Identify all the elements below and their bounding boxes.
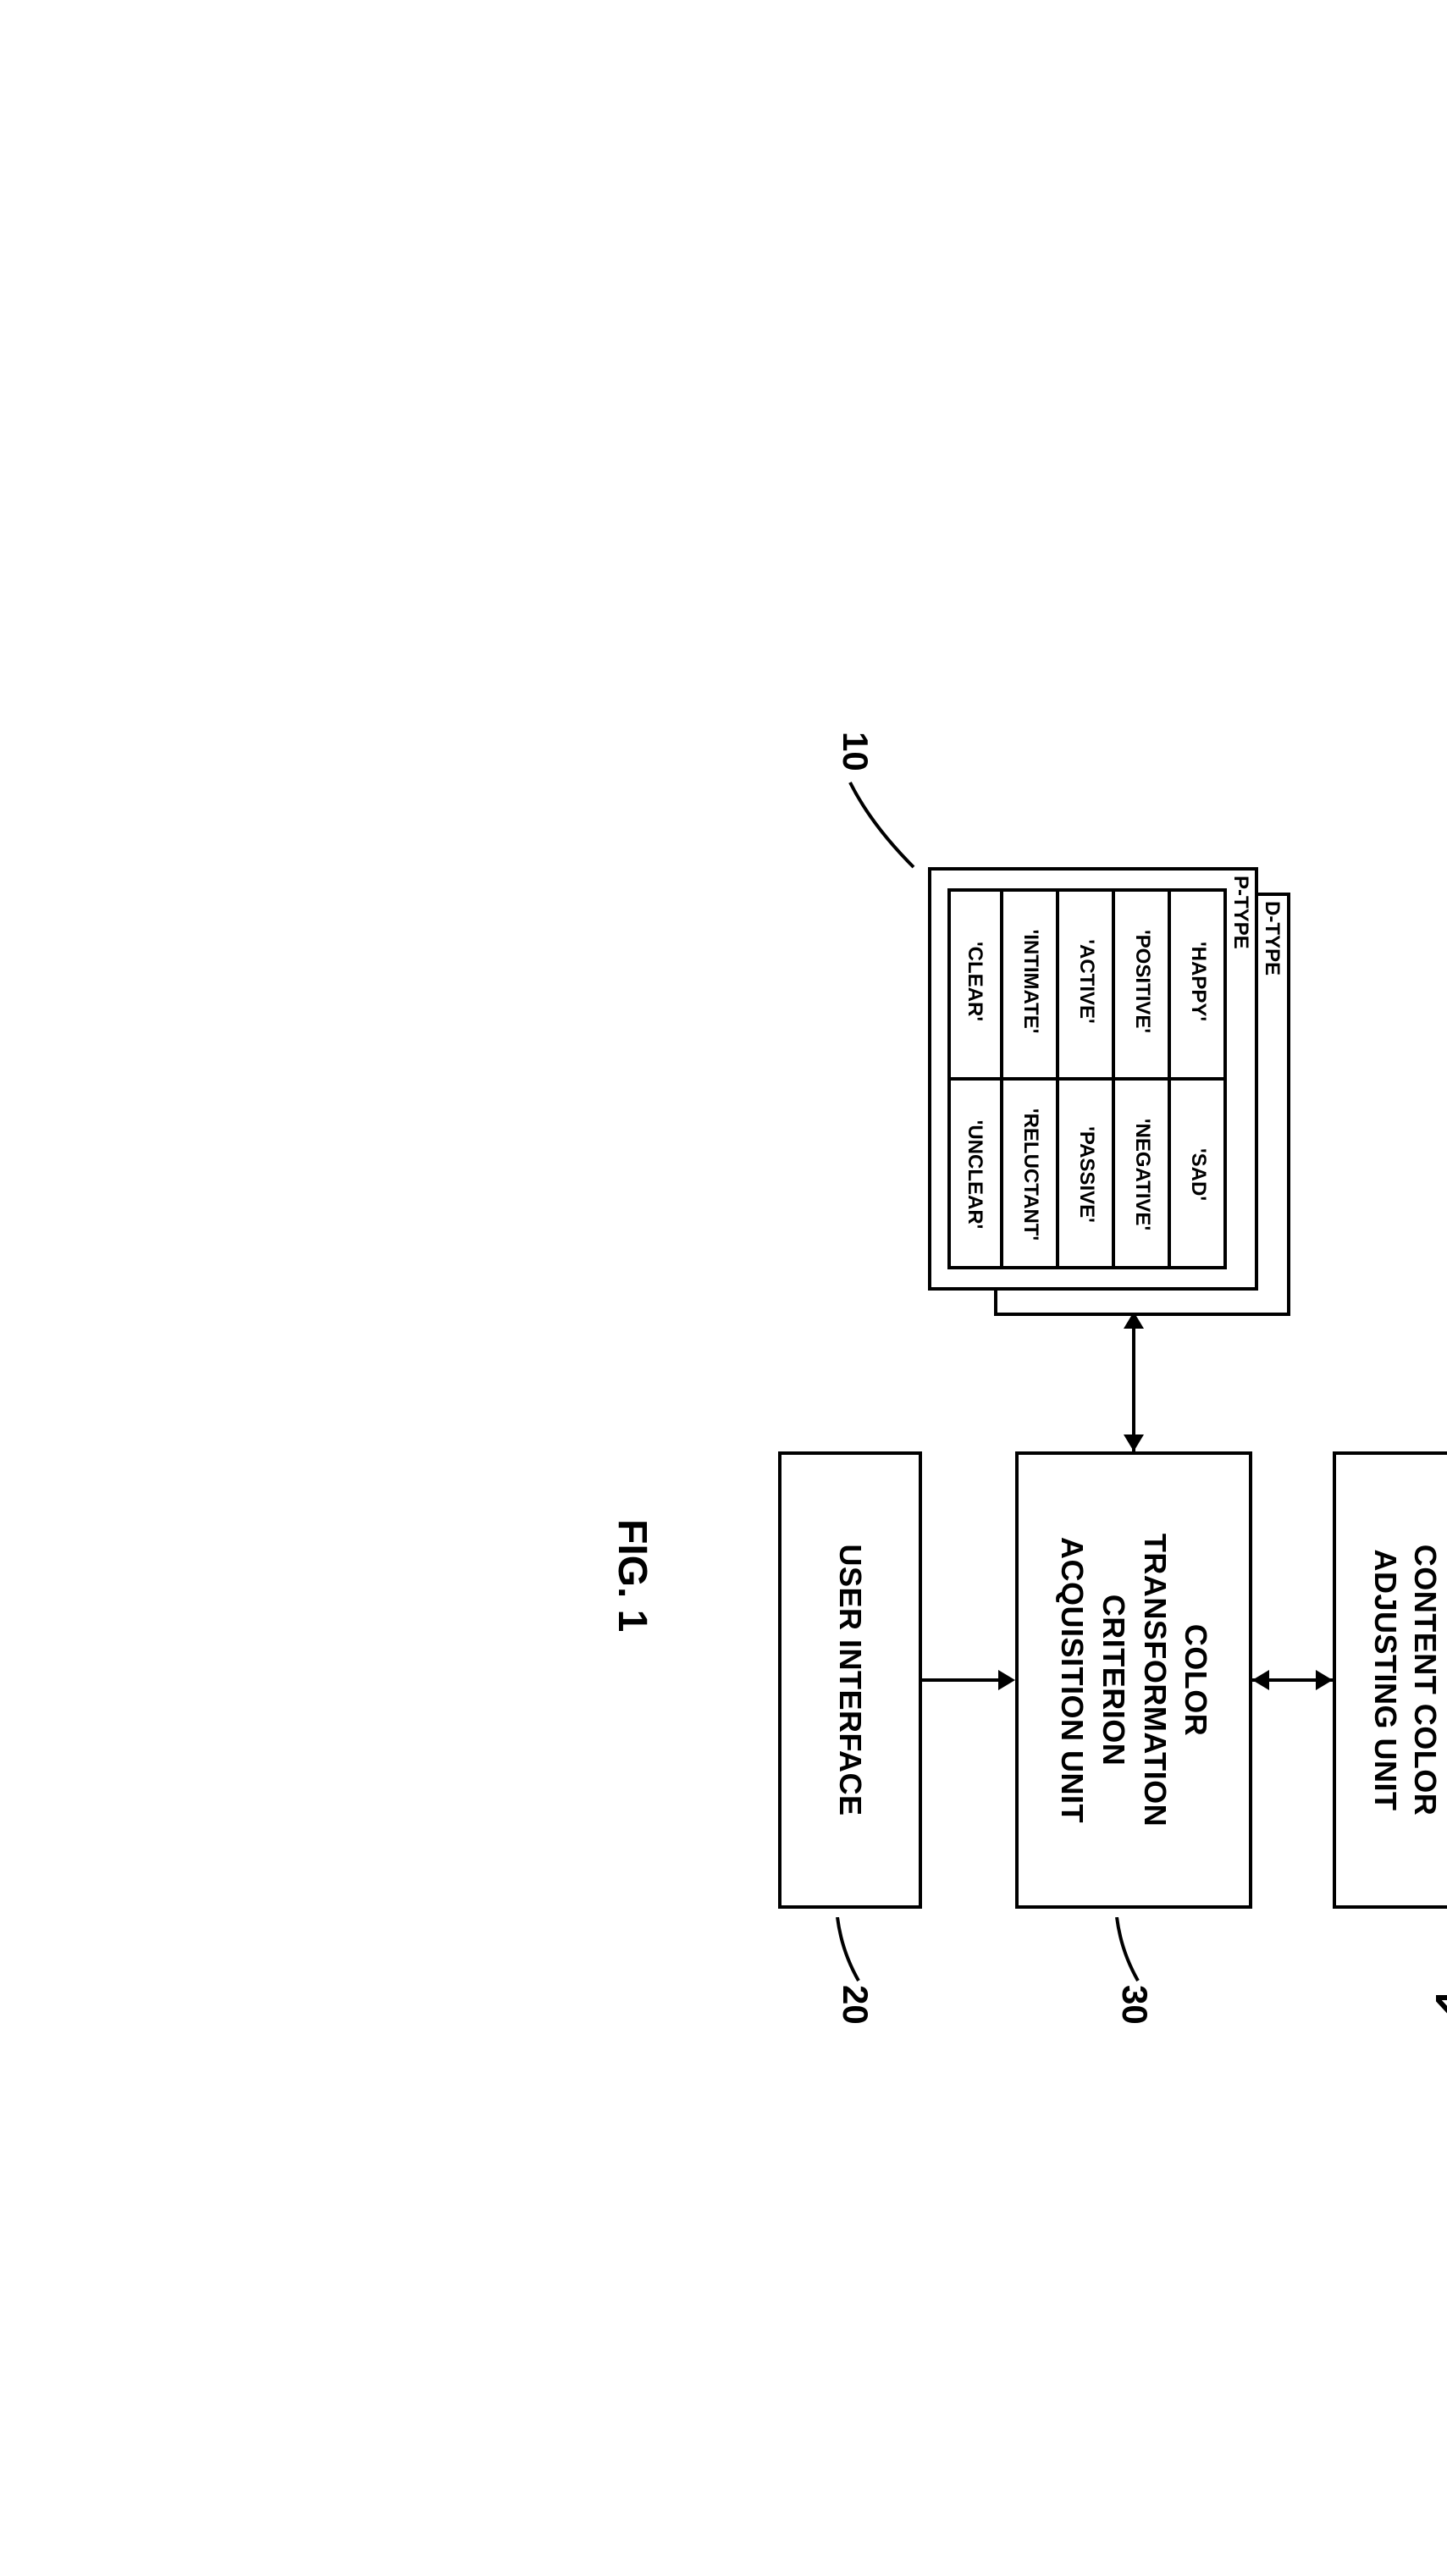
table-divider-h3 bbox=[1056, 888, 1059, 1269]
d-type-label: D-TYPE bbox=[1260, 901, 1284, 976]
arrow-30-10-right bbox=[1124, 1434, 1144, 1451]
table-divider-h2 bbox=[1112, 888, 1115, 1269]
leader-20 bbox=[829, 1917, 863, 1985]
table-divider-h4 bbox=[1000, 888, 1003, 1269]
output-label: COLOR-ADJUSTED CONTENT bbox=[1442, 2061, 1447, 2393]
ref-30: 30 bbox=[1114, 1985, 1155, 2025]
figure-label: FIG. 1 bbox=[609, 1519, 655, 1632]
p-type-label: P-TYPE bbox=[1229, 876, 1252, 949]
arrow-20-30 bbox=[998, 1670, 1015, 1690]
cell-right-4: 'UNCLEAR' bbox=[963, 1094, 986, 1255]
link-30-10 bbox=[1132, 1329, 1135, 1451]
cell-right-1: 'NEGATIVE' bbox=[1130, 1094, 1154, 1255]
cell-left-3: 'INTIMATE' bbox=[1019, 901, 1042, 1062]
link-20-30 bbox=[922, 1678, 998, 1682]
cell-right-0: 'SAD' bbox=[1186, 1094, 1210, 1255]
leader-10 bbox=[842, 778, 918, 871]
cell-left-1: 'POSITIVE' bbox=[1130, 901, 1154, 1062]
cell-right-2: 'PASSIVE' bbox=[1074, 1094, 1098, 1255]
table-divider-h1 bbox=[1168, 888, 1171, 1269]
table-divider-v bbox=[947, 1077, 1227, 1081]
color-transformation-criterion-acquisition-unit: COLOR TRANSFORMATION CRITERION ACQUISITI… bbox=[1015, 1451, 1252, 1909]
arrow-output bbox=[1436, 1934, 1447, 2053]
cell-right-3: 'RELUCTANT' bbox=[1019, 1094, 1042, 1255]
user-interface: USER INTERFACE bbox=[778, 1451, 922, 1909]
ref-10: 10 bbox=[835, 732, 875, 771]
cell-left-2: 'ACTIVE' bbox=[1074, 901, 1098, 1062]
leader-30 bbox=[1108, 1917, 1142, 1985]
cell-left-0: 'HAPPY' bbox=[1186, 901, 1210, 1062]
arrow-40-30-up bbox=[1316, 1670, 1333, 1690]
content-color-adjusting-unit: CONTENT COLOR ADJUSTING UNIT bbox=[1333, 1451, 1447, 1909]
cell-left-4: 'CLEAR' bbox=[963, 901, 986, 1062]
ref-20: 20 bbox=[835, 1985, 875, 2025]
arrow-40-30-down bbox=[1252, 1670, 1269, 1690]
